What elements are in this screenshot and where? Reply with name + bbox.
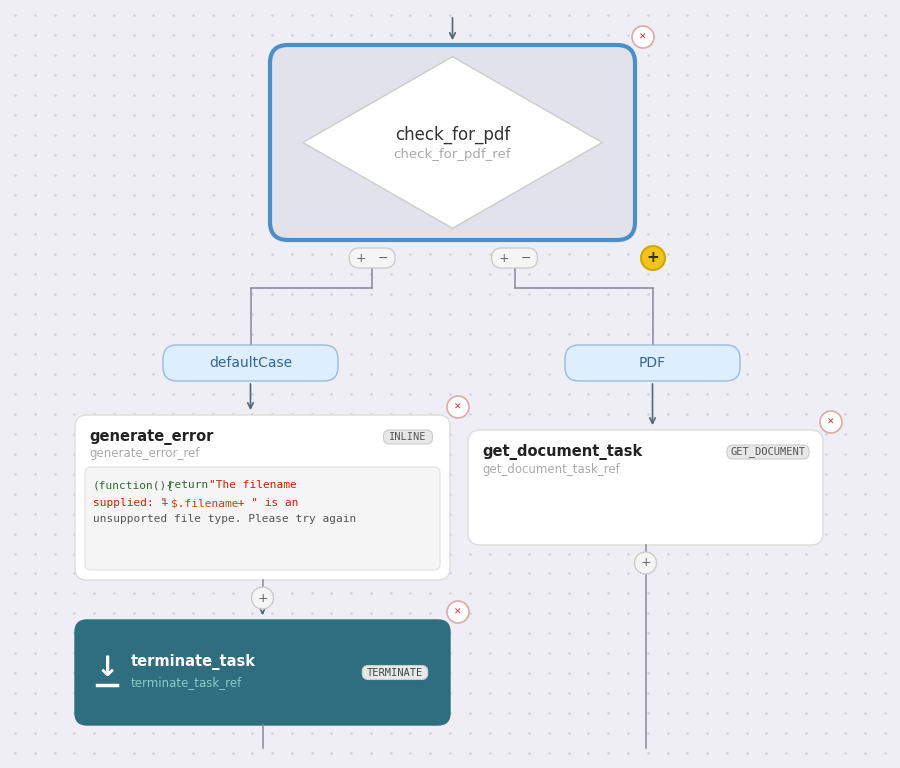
Circle shape (447, 601, 469, 623)
Text: ✕: ✕ (827, 418, 835, 426)
Circle shape (447, 396, 469, 418)
Text: PDF: PDF (639, 356, 666, 370)
Text: check_for_pdf_ref: check_for_pdf_ref (394, 148, 511, 161)
Circle shape (634, 552, 656, 574)
Text: ✕: ✕ (454, 402, 462, 412)
FancyBboxPatch shape (565, 345, 740, 381)
FancyBboxPatch shape (75, 620, 450, 725)
Text: + " is an: + " is an (231, 498, 299, 508)
Text: INLINE: INLINE (389, 432, 427, 442)
Text: +: + (499, 251, 508, 264)
Text: +: + (356, 251, 366, 264)
Circle shape (641, 246, 665, 270)
Text: +: + (155, 498, 176, 508)
Polygon shape (302, 57, 602, 228)
Text: "The filename: "The filename (209, 480, 297, 490)
Text: terminate_task_ref: terminate_task_ref (131, 676, 242, 689)
Text: TERMINATE: TERMINATE (367, 667, 423, 677)
Text: −: − (520, 251, 531, 264)
Text: get_document_task_ref: get_document_task_ref (482, 464, 620, 476)
FancyBboxPatch shape (362, 666, 428, 680)
Text: defaultCase: defaultCase (209, 356, 292, 370)
Text: +: + (640, 557, 651, 570)
Text: ✕: ✕ (639, 32, 647, 41)
Text: unsupported file type. Please try again: unsupported file type. Please try again (93, 514, 356, 524)
Text: generate_error_ref: generate_error_ref (89, 446, 200, 459)
Text: generate_error: generate_error (89, 429, 213, 445)
FancyBboxPatch shape (727, 445, 809, 459)
Text: GET_DOCUMENT: GET_DOCUMENT (731, 446, 806, 458)
FancyBboxPatch shape (349, 248, 395, 268)
Circle shape (820, 411, 842, 433)
Text: $.filename: $.filename (171, 498, 238, 508)
Text: ↓: ↓ (95, 654, 119, 683)
FancyBboxPatch shape (383, 430, 433, 444)
FancyBboxPatch shape (75, 415, 450, 580)
Text: (function(){: (function(){ (93, 480, 174, 490)
Text: terminate_task: terminate_task (131, 654, 256, 670)
FancyBboxPatch shape (85, 467, 440, 570)
Text: +: + (646, 250, 660, 266)
Text: supplied: ": supplied: " (93, 498, 167, 508)
Text: get_document_task: get_document_task (482, 444, 643, 460)
Circle shape (251, 587, 274, 609)
FancyBboxPatch shape (163, 345, 338, 381)
Text: +: + (257, 591, 268, 604)
Text: ✕: ✕ (454, 607, 462, 617)
FancyBboxPatch shape (270, 45, 635, 240)
Text: −: − (378, 251, 389, 264)
Circle shape (632, 26, 654, 48)
Text: check_for_pdf: check_for_pdf (395, 125, 510, 144)
FancyBboxPatch shape (468, 430, 823, 545)
Text: return: return (161, 480, 215, 490)
FancyBboxPatch shape (491, 248, 537, 268)
